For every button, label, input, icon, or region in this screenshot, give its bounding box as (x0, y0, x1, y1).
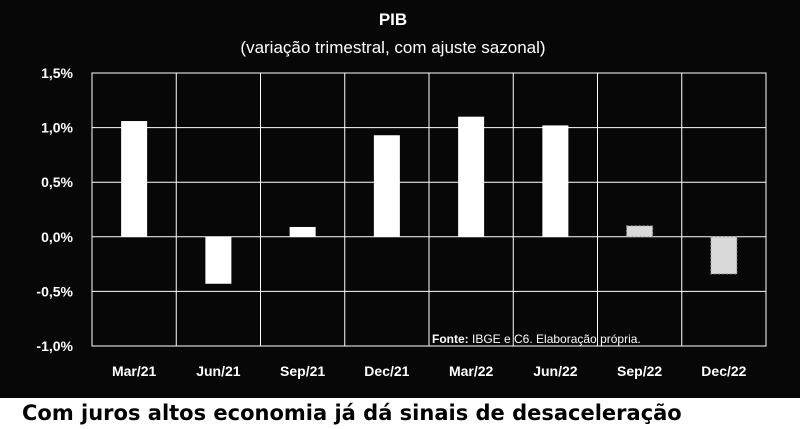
y-tick-label: 1,5% (41, 65, 73, 81)
x-tick-labels: Mar/21 Jun/21 Sep/21 Dec/21 Mar/22 Jun/22 Sep/… (112, 363, 747, 379)
x-tick-label: Mar/21 (112, 363, 157, 379)
chart-panel: PIB (variação trimestral, com ajuste saz… (0, 0, 800, 398)
bars (121, 116, 738, 284)
x-tick-label: Dec/22 (701, 363, 746, 379)
chart-subtitle: (variação trimestral, com ajuste sazonal… (240, 38, 545, 57)
bar-dec-21 (373, 135, 400, 237)
y-tick-label: 1,0% (41, 120, 73, 136)
bar-mar-21 (121, 121, 148, 237)
x-tick-label: Dec/21 (364, 363, 409, 379)
bar-mar-22 (458, 116, 485, 237)
bar-jun-22 (542, 125, 569, 237)
bar-sep-21 (289, 226, 316, 237)
x-tick-label: Mar/22 (449, 363, 494, 379)
gdp-bar-chart: PIB (variação trimestral, com ajuste saz… (36, 10, 767, 379)
caption: Com juros altos economia já dá sinais de… (22, 401, 682, 425)
y-tick-label: 0,5% (41, 174, 73, 190)
bar-jun-21 (205, 236, 232, 284)
chart-title: PIB (379, 10, 407, 29)
grid-lines (91, 72, 767, 347)
bar-dec-22 (710, 236, 738, 275)
source-note: Fonte: IBGE e C6. Elaboração própria. (432, 332, 641, 346)
source-label: Fonte: (432, 332, 469, 346)
source-text: IBGE e C6. Elaboração própria. (472, 332, 641, 346)
x-tick-label: Jun/22 (533, 363, 578, 379)
x-tick-label: Sep/21 (280, 363, 325, 379)
x-tick-label: Sep/22 (617, 363, 662, 379)
y-tick-labels: 1,5% 1,0% 0,5% 0,0% -0,5% -1,0% (36, 65, 73, 354)
bar-sep-22 (626, 225, 654, 238)
y-tick-label: -1,0% (36, 338, 73, 354)
x-tick-label: Jun/21 (196, 363, 241, 379)
y-tick-label: 0,0% (41, 229, 73, 245)
y-tick-label: -0,5% (36, 283, 73, 299)
